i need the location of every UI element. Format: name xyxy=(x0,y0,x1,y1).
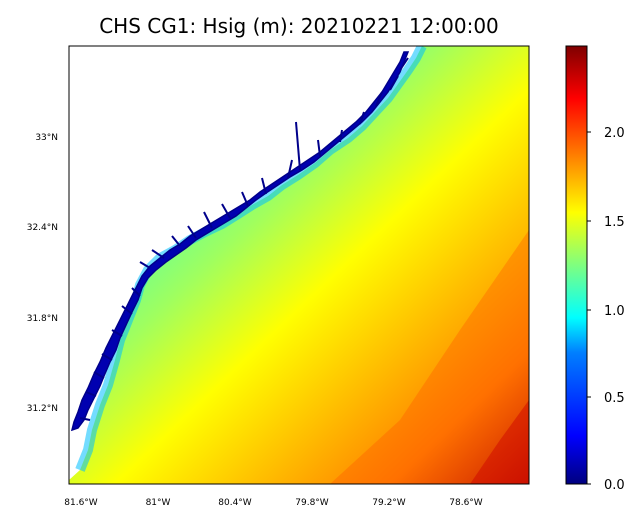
y-tick-label: 33°N xyxy=(35,133,58,143)
colorbar-tick-label: 0.5 xyxy=(604,391,625,406)
ocean-field xyxy=(69,46,529,484)
x-tick-label: 79.2°W xyxy=(372,498,406,508)
x-axis-ticks: 81.6°W 81°W 80.4°W 79.8°W 79.2°W 78.6°W xyxy=(64,498,483,508)
y-tick-label: 31.2°N xyxy=(27,404,58,414)
deep-water-max xyxy=(470,400,529,484)
estuary-inlets xyxy=(79,57,409,421)
map-title: CHS CG1: Hsig (m): 20210221 12:00:00 xyxy=(99,14,499,38)
colorbar-tick-label: 1.0 xyxy=(604,304,625,319)
coastline-estuaries xyxy=(70,51,410,432)
x-tick-label: 80.4°W xyxy=(218,498,252,508)
y-axis-ticks: 33°N 32.4°N 31.8°N 31.2°N xyxy=(27,133,58,414)
x-tick-label: 81.6°W xyxy=(64,498,98,508)
colorbar-tick-label: 1.5 xyxy=(604,215,625,230)
x-tick-label: 81°W xyxy=(146,498,171,508)
y-tick-label: 32.4°N xyxy=(27,223,58,233)
deep-water-high xyxy=(330,230,529,484)
x-tick-label: 79.8°W xyxy=(295,498,329,508)
colorbar-tick-label: 2.0 xyxy=(604,126,625,141)
colorbar-tick-label: 0.0 xyxy=(604,478,625,493)
map-panel xyxy=(69,46,529,484)
y-tick-label: 31.8°N xyxy=(27,314,58,324)
x-tick-label: 78.6°W xyxy=(449,498,483,508)
map-frame xyxy=(68,45,530,485)
colorbar: 0.0 0.5 1.0 1.5 2.0 xyxy=(565,45,625,493)
colorbar-gradient xyxy=(565,45,588,485)
